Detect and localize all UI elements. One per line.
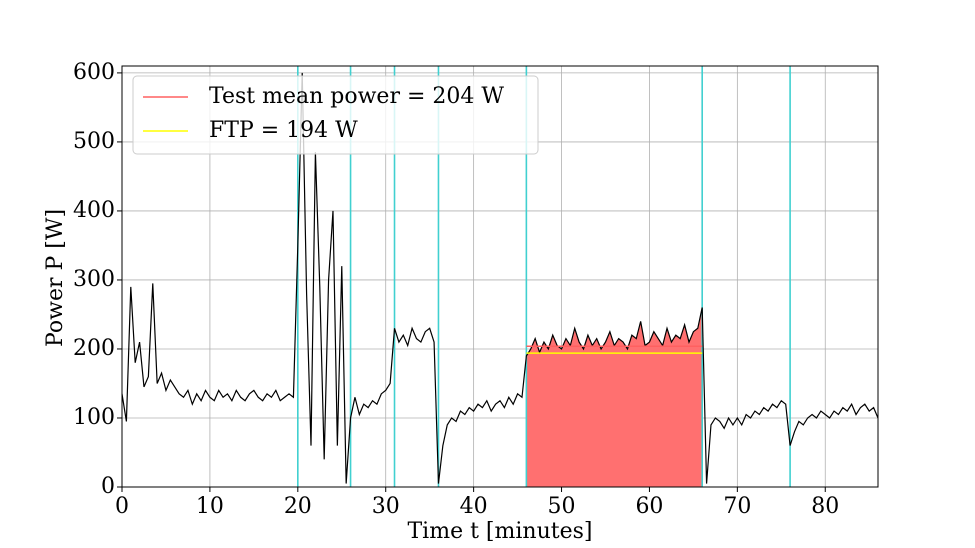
x-tick-label: 10 bbox=[196, 494, 224, 519]
x-tick-label: 60 bbox=[635, 494, 663, 519]
x-axis-label: Time t [minutes] bbox=[408, 519, 593, 544]
y-tick-label: 100 bbox=[73, 405, 115, 430]
legend-label: FTP = 194 W bbox=[209, 118, 358, 143]
x-tick-label: 80 bbox=[811, 494, 839, 519]
x-tick-label: 50 bbox=[548, 494, 576, 519]
y-tick-label: 400 bbox=[73, 198, 115, 223]
y-tick-label: 600 bbox=[73, 60, 115, 85]
y-tick-label: 200 bbox=[73, 336, 115, 361]
x-tick-label: 30 bbox=[372, 494, 400, 519]
legend-label: Test mean power = 204 W bbox=[209, 84, 504, 109]
x-tick-label: 20 bbox=[284, 494, 312, 519]
x-tick-label: 70 bbox=[723, 494, 751, 519]
y-tick-label: 300 bbox=[73, 267, 115, 292]
power-line bbox=[121, 72, 879, 484]
plot-frame bbox=[121, 65, 879, 488]
y-tick-label: 500 bbox=[73, 129, 115, 154]
x-tick-label: 0 bbox=[115, 494, 129, 519]
x-tick-label: 40 bbox=[460, 494, 488, 519]
y-tick-label: 0 bbox=[101, 474, 115, 499]
y-axis-label: Power P [W] bbox=[43, 209, 68, 347]
legend-box bbox=[132, 75, 539, 155]
